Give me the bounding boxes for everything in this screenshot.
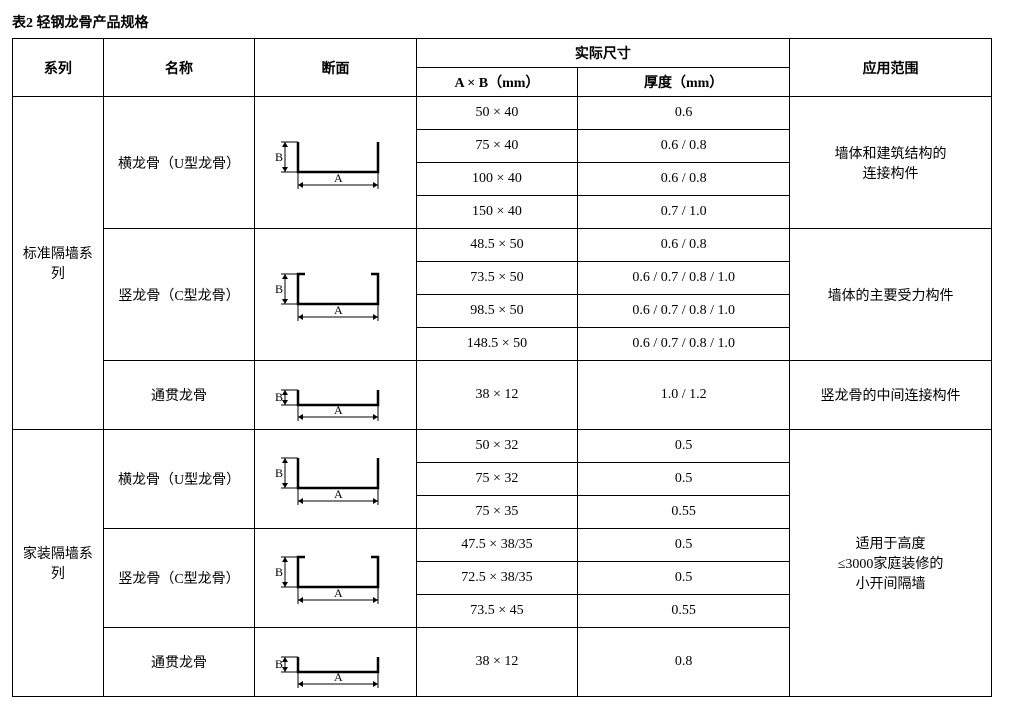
app-std-u: 墙体和建筑结构的连接构件	[790, 97, 992, 229]
table-cell: 148.5 × 50	[416, 328, 577, 361]
name-home-c: 竖龙骨（C型龙骨）	[103, 529, 254, 628]
section-home-through	[255, 628, 416, 697]
table-cell: 0.5	[578, 562, 790, 595]
table-cell: 0.5	[578, 463, 790, 496]
table-cell: 48.5 × 50	[416, 229, 577, 262]
table-cell: 1.0 / 1.2	[578, 361, 790, 430]
col-axb: A × B（mm）	[416, 68, 577, 97]
table-cell: 0.5	[578, 430, 790, 463]
table-cell: 150 × 40	[416, 196, 577, 229]
section-home-c	[255, 529, 416, 628]
table-cell: 0.6 / 0.7 / 0.8 / 1.0	[578, 328, 790, 361]
table-cell: 0.6 / 0.7 / 0.8 / 1.0	[578, 262, 790, 295]
section-std-u	[255, 97, 416, 229]
table-cell: 72.5 × 38/35	[416, 562, 577, 595]
section-std-through	[255, 361, 416, 430]
col-thickness: 厚度（mm）	[578, 68, 790, 97]
col-name: 名称	[103, 39, 254, 97]
table-cell: 0.6 / 0.7 / 0.8 / 1.0	[578, 295, 790, 328]
u-section-icon	[263, 127, 408, 199]
app-home: 适用于高度≤3000家庭装修的小开间隔墙	[790, 430, 992, 697]
u-small-icon	[263, 365, 408, 425]
name-home-u: 横龙骨（U型龙骨）	[103, 430, 254, 529]
table-cell: 98.5 × 50	[416, 295, 577, 328]
section-std-c	[255, 229, 416, 361]
c-section-icon	[263, 259, 408, 331]
col-dims: 实际尺寸	[416, 39, 789, 68]
col-application: 应用范围	[790, 39, 992, 97]
table-cell: 47.5 × 38/35	[416, 529, 577, 562]
table-caption: 表2 轻钢龙骨产品规格	[12, 12, 1003, 32]
app-std-through: 竖龙骨的中间连接构件	[790, 361, 992, 430]
series-standard: 标准隔墙系列	[13, 97, 104, 430]
name-home-through: 通贯龙骨	[103, 628, 254, 697]
col-section: 断面	[255, 39, 416, 97]
table-cell: 0.6 / 0.8	[578, 163, 790, 196]
app-std-c: 墙体的主要受力构件	[790, 229, 992, 361]
table-cell: 50 × 40	[416, 97, 577, 130]
name-std-through: 通贯龙骨	[103, 361, 254, 430]
table-cell: 0.6 / 0.8	[578, 229, 790, 262]
table-cell: 0.7 / 1.0	[578, 196, 790, 229]
table-cell: 0.8	[578, 628, 790, 697]
table-cell: 75 × 35	[416, 496, 577, 529]
col-series: 系列	[13, 39, 104, 97]
table-cell: 0.6	[578, 97, 790, 130]
u-small-icon	[263, 632, 408, 692]
table-cell: 75 × 40	[416, 130, 577, 163]
table-cell: 73.5 × 50	[416, 262, 577, 295]
table-cell: 38 × 12	[416, 628, 577, 697]
name-std-u: 横龙骨（U型龙骨）	[103, 97, 254, 229]
u-section-icon	[263, 443, 408, 515]
name-std-c: 竖龙骨（C型龙骨）	[103, 229, 254, 361]
table-cell: 0.6 / 0.8	[578, 130, 790, 163]
table-cell: 0.55	[578, 496, 790, 529]
table-cell: 100 × 40	[416, 163, 577, 196]
spec-table: 系列 名称 断面 实际尺寸 应用范围 A × B（mm） 厚度（mm） 标准隔墙…	[12, 38, 992, 697]
table-cell: 73.5 × 45	[416, 595, 577, 628]
table-cell: 50 × 32	[416, 430, 577, 463]
series-home: 家装隔墙系列	[13, 430, 104, 697]
c-section-icon	[263, 542, 408, 614]
table-cell: 38 × 12	[416, 361, 577, 430]
table-cell: 0.5	[578, 529, 790, 562]
table-cell: 0.55	[578, 595, 790, 628]
table-cell: 75 × 32	[416, 463, 577, 496]
section-home-u	[255, 430, 416, 529]
